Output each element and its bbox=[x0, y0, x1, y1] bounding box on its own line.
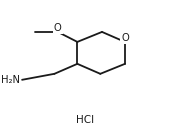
Text: O: O bbox=[121, 33, 129, 43]
Text: HCl: HCl bbox=[76, 115, 94, 125]
Text: H₂N: H₂N bbox=[1, 75, 20, 85]
Text: O: O bbox=[54, 23, 62, 33]
